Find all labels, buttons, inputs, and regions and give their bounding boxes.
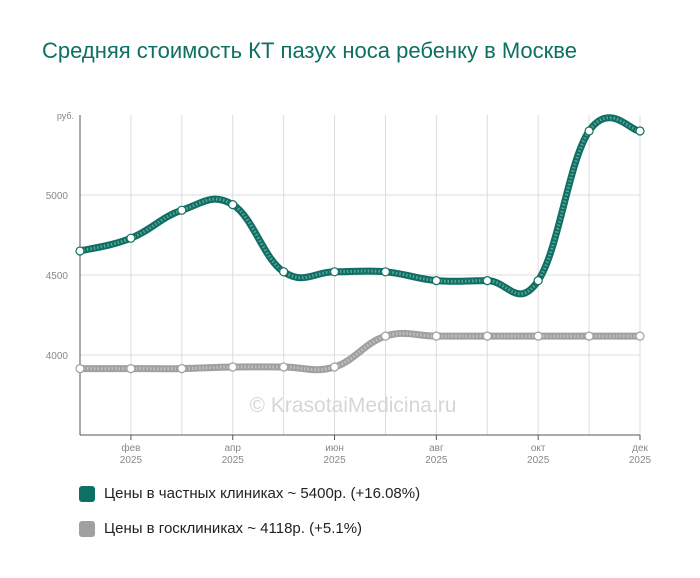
legend-swatch-private [79,485,95,502]
watermark: © KrasotaiMedicina.ru [250,394,457,417]
x-tick-label-month: фев [121,442,140,454]
x-tick-label-month: дек [632,443,648,454]
data-point-public[interactable] [584,331,594,341]
x-tick-label-month: апр [224,443,241,454]
x-tick-label-year: 2025 [425,455,448,466]
legend-summary-public: ~ 4118р. (+5.1%) [247,520,363,537]
chart-title: Средняя стоимость КТ пазух носа ребенку … [42,38,577,63]
data-point-public[interactable] [533,331,543,341]
series-points [75,126,645,374]
axes: 400045005000руб.фев2025апр2025июн2025авг… [46,111,652,466]
data-point-private[interactable] [431,276,441,286]
series-line-public [76,329,644,374]
x-tick-label-month: июн [325,443,344,454]
legend-label-private: Цены в частных клиниках [104,485,284,502]
legend-summary-private: ~ 5400р. (+16.08%) [287,485,421,502]
data-point-public[interactable] [126,364,136,374]
data-point-private[interactable] [329,267,340,277]
data-point-private[interactable] [177,205,187,215]
data-point-private[interactable] [380,267,391,277]
data-point-private[interactable] [533,276,543,286]
data-point-private[interactable] [482,276,492,286]
x-tick-label-year: 2025 [120,455,143,466]
x-tick-label-year: 2025 [629,455,652,466]
data-point-public[interactable] [635,331,645,341]
data-point-private[interactable] [584,126,594,136]
data-point-private[interactable] [75,246,85,256]
data-point-private[interactable] [228,200,238,210]
legend-item-private[interactable]: Цены в частных клиниках ~ 5400р. (+16.08… [79,485,420,502]
x-tick-label-month: авг [429,443,444,454]
x-tick-label-month: окт [531,443,546,454]
data-point-public[interactable] [75,364,85,374]
legend-item-public[interactable]: Цены в госклиниках ~ 4118р. (+5.1%) [79,520,362,537]
data-point-private[interactable] [279,267,289,277]
series-line-texture-private [79,116,641,296]
data-point-public[interactable] [380,331,391,341]
x-tick-label-year: 2025 [323,455,346,466]
data-point-public[interactable] [482,331,492,341]
data-point-private[interactable] [635,126,645,136]
data-point-public[interactable] [329,362,340,372]
y-tick-label: 5000 [46,191,69,202]
y-unit-label: руб. [57,111,74,121]
data-point-public[interactable] [228,362,238,372]
legend-label-public: Цены в госклиниках [104,520,244,537]
data-point-public[interactable] [431,331,441,341]
legend-swatch-public [79,520,95,537]
x-tick-label-year: 2025 [527,455,550,466]
x-tick-label-year: 2025 [222,455,245,466]
data-point-public[interactable] [177,364,187,374]
data-point-public[interactable] [279,362,289,372]
grid [79,115,641,435]
y-tick-label: 4500 [46,271,69,282]
series-line-private [76,114,644,298]
y-tick-label: 4000 [46,351,69,362]
series-line-texture-public [79,331,640,372]
data-point-private[interactable] [126,233,136,243]
series-lines [76,114,644,374]
